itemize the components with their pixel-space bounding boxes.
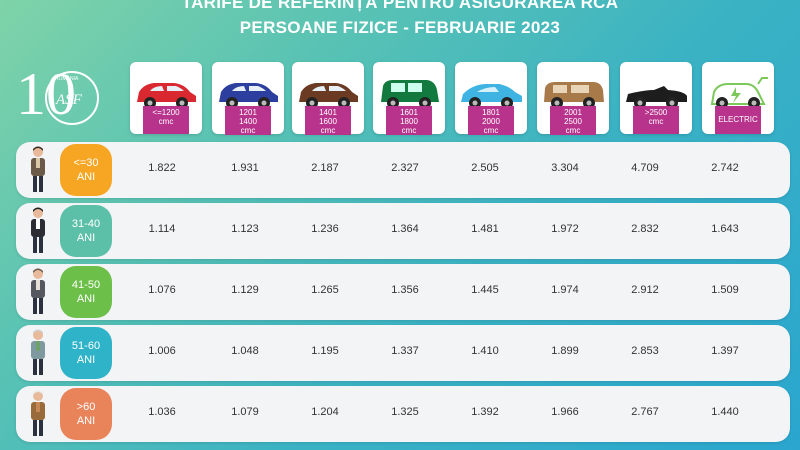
engine-capacity-line: 1401	[319, 108, 337, 117]
age-group-badge: 31-40 ANI	[60, 205, 112, 257]
table-row: >60 ANI 1.036 1.079 1.204 1.325 1.392 1.966 2.76…	[16, 386, 790, 442]
tariff-cell: 1.643	[711, 223, 739, 235]
page-title: TARIFE DE REFERINȚĂ PENTRU ASIGURAREA RC…	[181, 0, 619, 12]
engine-capacity-line: 1801	[482, 108, 500, 117]
tariff-cell: 2.187	[311, 162, 339, 174]
engine-capacity-line: 1400	[239, 117, 257, 126]
engine-capacity-line: 1601	[400, 108, 418, 117]
tariff-cell: 1.445	[471, 284, 499, 296]
tariff-cell: 1.356	[391, 284, 419, 296]
person-icon	[24, 207, 52, 260]
engine-capacity-line: cmc	[240, 126, 256, 135]
engine-capacity-line: cmc	[320, 126, 336, 135]
age-group-badge: 51-60 ANI	[60, 327, 112, 379]
engine-capacity-label: <=1200 cmc	[143, 106, 189, 134]
engine-capacity-label: 1601 1800 cmc	[386, 106, 432, 135]
engine-capacity-label: ELECTRIC	[715, 106, 761, 134]
tariff-cell: 2.853	[631, 345, 659, 357]
tariff-cell: 2.327	[391, 162, 419, 174]
engine-capacity-line: 1201	[239, 108, 257, 117]
engine-capacity-line: cmc	[483, 126, 499, 135]
tariff-cell: 2.742	[711, 162, 739, 174]
engine-capacity-line: <=1200	[152, 108, 180, 117]
tariff-cell: 1.974	[551, 284, 579, 296]
asf-10-years-logo: 10 ASF ROMÂNIA	[14, 61, 108, 132]
engine-capacity-line: ELECTRIC	[718, 115, 758, 124]
engine-capacity-line: 1800	[400, 117, 418, 126]
age-group-badge: <=30 ANI	[60, 144, 112, 196]
age-group-label: <=30	[73, 157, 99, 169]
page-subtitle: PERSOANE FIZICE - FEBRUARIE 2023	[239, 18, 561, 37]
person-icon	[24, 268, 52, 321]
engine-capacity-line: cmc	[401, 126, 417, 135]
engine-capacity-label: 2001 2500 cmc	[550, 106, 596, 135]
tariff-cell: 1.195	[311, 345, 339, 357]
tariff-cell: 1.966	[551, 406, 579, 418]
person-icon	[24, 146, 52, 199]
engine-capacity-line: 2001	[564, 108, 582, 117]
tariff-cell: 1.325	[391, 406, 419, 418]
engine-capacity-line: 2500	[564, 117, 582, 126]
tariff-cell: 1.114	[148, 223, 176, 235]
tariff-cell: 1.899	[551, 345, 579, 357]
age-group-label: ANI	[76, 232, 96, 244]
tariff-cell: 1.481	[471, 223, 499, 235]
tariff-cell: 1.397	[711, 345, 739, 357]
age-group-label: 41-50	[71, 279, 101, 291]
tariff-cell: 1.036	[148, 406, 176, 418]
person-icon	[24, 329, 52, 382]
column-header-3	[292, 62, 364, 134]
tariff-cell: 2.505	[471, 162, 499, 174]
age-group-label: ANI	[76, 354, 96, 366]
engine-capacity-line: 1600	[319, 117, 337, 126]
tariff-cell: 1.123	[231, 223, 259, 235]
table-row: 51-60 ANI 1.006 1.048 1.195 1.337 1.410 1.899 2.…	[16, 325, 790, 381]
tariff-cell: 1.236	[311, 223, 339, 235]
engine-capacity-label: 1801 2000 cmc	[468, 106, 514, 135]
tariff-cell: 1.204	[311, 406, 339, 418]
table-row: 41-50 ANI 1.076 1.129 1.265 1.356 1.445 1.974 2.…	[16, 264, 790, 320]
age-group-label: 31-40	[71, 218, 101, 230]
logo-initials: ASF	[55, 92, 83, 108]
engine-capacity-label: 1401 1600 cmc	[305, 106, 351, 135]
age-group-label: >60	[76, 401, 96, 413]
logo-caption: ROMÂNIA	[55, 75, 79, 82]
tariff-cell: 1.822	[148, 162, 176, 174]
tariff-cell: 1.392	[471, 406, 499, 418]
tariff-cell: 1.076	[148, 284, 176, 296]
engine-capacity-line: cmc	[648, 117, 664, 126]
tariff-cell: 2.767	[631, 406, 659, 418]
age-group-label: 51-60	[71, 340, 101, 352]
tariff-cell: 2.832	[631, 223, 659, 235]
tariff-cell: 1.337	[391, 345, 419, 357]
tariff-cell: 1.440	[711, 406, 739, 418]
tariff-cell: 2.912	[631, 284, 659, 296]
tariff-cell: 1.410	[471, 345, 499, 357]
age-group-label: ANI	[76, 293, 96, 305]
engine-capacity-label: 1201 1400 cmc	[225, 106, 271, 135]
tariff-cell: 1.972	[551, 223, 579, 235]
table-row: <=30 ANI 1.822 1.931 2.187 2.327 2.505 3.304 4.7…	[16, 142, 790, 198]
age-group-badge: 41-50 ANI	[60, 266, 112, 318]
engine-capacity-line: cmc	[158, 117, 174, 126]
age-group-label: ANI	[76, 415, 96, 427]
tariff-cell: 1.129	[231, 284, 259, 296]
tariff-cell: 1.931	[231, 162, 259, 174]
tariff-cell: 1.265	[311, 284, 339, 296]
engine-capacity-line: cmc	[565, 126, 581, 135]
tariff-cell: 4.709	[631, 162, 659, 174]
tariff-cell: 3.304	[551, 162, 579, 174]
tariff-cell: 1.048	[231, 345, 259, 357]
age-group-label: ANI	[76, 171, 96, 183]
tariff-cell: 1.364	[391, 223, 419, 235]
tariff-cell: 1.079	[231, 406, 259, 418]
table-row: 31-40 ANI 1.114 1.123 1.236 1.364 1.481 1.972 2.…	[16, 203, 790, 259]
tariff-cell: 1.006	[148, 345, 176, 357]
tariff-cell: 1.509	[711, 284, 739, 296]
age-group-badge: >60 ANI	[60, 388, 112, 440]
person-icon	[24, 390, 52, 443]
engine-capacity-line: >2500	[644, 108, 668, 117]
engine-capacity-line: 2000	[482, 117, 500, 126]
engine-capacity-label: >2500 cmc	[633, 106, 679, 134]
